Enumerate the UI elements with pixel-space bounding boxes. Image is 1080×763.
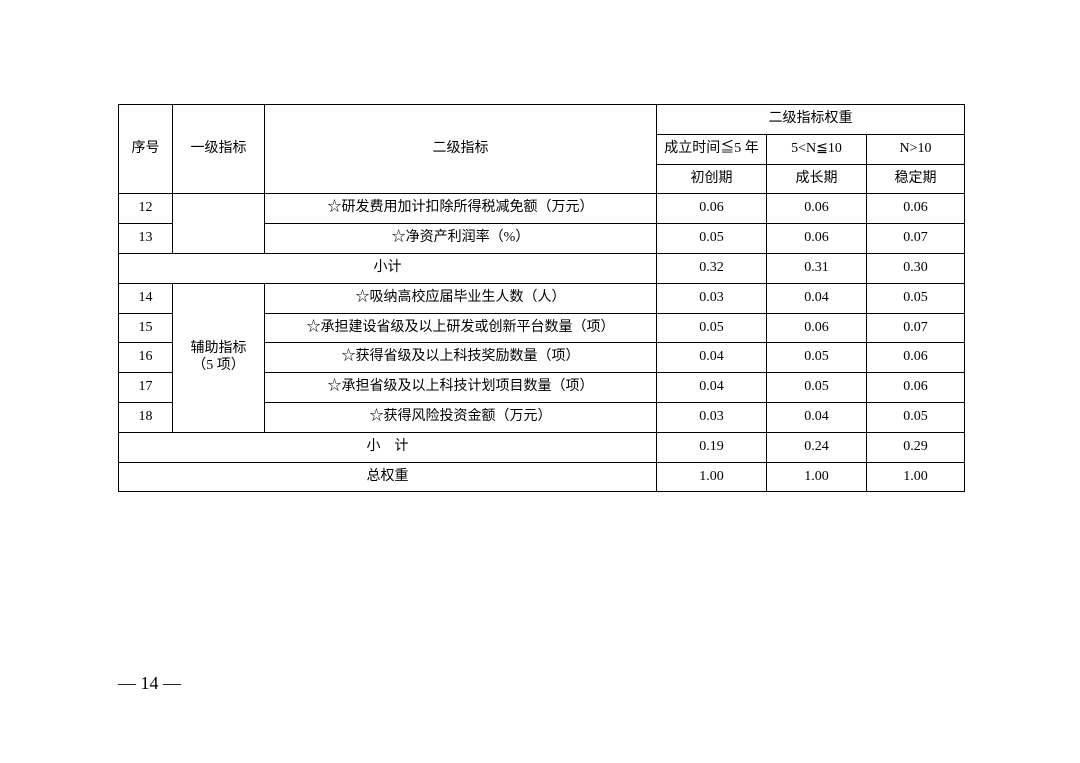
document-page: 序号 一级指标 二级指标 二级指标权重 成立时间≦5 年 5<N≦10 N>10… bbox=[0, 0, 1080, 763]
cell-w3: 0.07 bbox=[867, 313, 965, 343]
cell-seq: 17 bbox=[119, 373, 173, 403]
cell-seq: 18 bbox=[119, 402, 173, 432]
cell-ind: ☆承担建设省级及以上研发或创新平台数量（项） bbox=[265, 313, 657, 343]
cell-w1: 0.03 bbox=[657, 402, 767, 432]
cell-w3: 0.06 bbox=[867, 343, 965, 373]
cell-seq: 15 bbox=[119, 313, 173, 343]
cell-ind: ☆承担省级及以上科技计划项目数量（项） bbox=[265, 373, 657, 403]
total-w1: 1.00 bbox=[657, 462, 767, 492]
table-row: 12 ☆研发费用加计扣除所得税减免额（万元） 0.06 0.06 0.06 bbox=[119, 194, 965, 224]
cell-seq: 16 bbox=[119, 343, 173, 373]
subtotal-a-w1: 0.32 bbox=[657, 253, 767, 283]
cell-ind: ☆净资产利润率（%） bbox=[265, 224, 657, 254]
cat-b-line1: 辅助指标 bbox=[191, 341, 247, 356]
cell-w3: 0.05 bbox=[867, 402, 965, 432]
cell-w1: 0.05 bbox=[657, 224, 767, 254]
header-period2-bot: 成长期 bbox=[767, 164, 867, 194]
cell-cat-empty bbox=[173, 194, 265, 254]
cell-w2: 0.05 bbox=[767, 373, 867, 403]
cell-w2: 0.06 bbox=[767, 224, 867, 254]
subtotal-a-w3: 0.30 bbox=[867, 253, 965, 283]
cell-w3: 0.07 bbox=[867, 224, 965, 254]
cell-seq: 12 bbox=[119, 194, 173, 224]
indicator-weight-table-container: 序号 一级指标 二级指标 二级指标权重 成立时间≦5 年 5<N≦10 N>10… bbox=[118, 104, 964, 492]
table-header-row-1: 序号 一级指标 二级指标 二级指标权重 bbox=[119, 105, 965, 135]
cell-ind: ☆吸纳高校应届毕业生人数（人） bbox=[265, 283, 657, 313]
cell-w1: 0.03 bbox=[657, 283, 767, 313]
header-period3-bot: 稳定期 bbox=[867, 164, 965, 194]
cell-w3: 0.06 bbox=[867, 373, 965, 403]
header-seq: 序号 bbox=[119, 105, 173, 194]
subtotal-a-label: 小计 bbox=[119, 253, 657, 283]
subtotal-a-w2: 0.31 bbox=[767, 253, 867, 283]
cell-w2: 0.06 bbox=[767, 313, 867, 343]
cell-w2: 0.05 bbox=[767, 343, 867, 373]
cell-ind: ☆获得省级及以上科技奖励数量（项） bbox=[265, 343, 657, 373]
cell-w2: 0.06 bbox=[767, 194, 867, 224]
header-period1-top: 成立时间≦5 年 bbox=[657, 134, 767, 164]
cat-b-line2: （5 项） bbox=[192, 358, 245, 373]
cell-w1: 0.05 bbox=[657, 313, 767, 343]
header-cat: 一级指标 bbox=[173, 105, 265, 194]
cell-seq: 13 bbox=[119, 224, 173, 254]
cell-w3: 0.05 bbox=[867, 283, 965, 313]
cell-w2: 0.04 bbox=[767, 283, 867, 313]
cell-w2: 0.04 bbox=[767, 402, 867, 432]
cell-ind: ☆获得风险投资金额（万元） bbox=[265, 402, 657, 432]
subtotal-b-w1: 0.19 bbox=[657, 432, 767, 462]
subtotal-b-w2: 0.24 bbox=[767, 432, 867, 462]
table-row-subtotal: 小计 0.32 0.31 0.30 bbox=[119, 253, 965, 283]
total-label: 总权重 bbox=[119, 462, 657, 492]
cell-seq: 14 bbox=[119, 283, 173, 313]
total-w2: 1.00 bbox=[767, 462, 867, 492]
header-weight-group: 二级指标权重 bbox=[657, 105, 965, 135]
subtotal-b-w3: 0.29 bbox=[867, 432, 965, 462]
header-period2-top: 5<N≦10 bbox=[767, 134, 867, 164]
subtotal-b-label: 小 计 bbox=[119, 432, 657, 462]
page-number: — 14 — bbox=[118, 673, 181, 694]
indicator-weight-table: 序号 一级指标 二级指标 二级指标权重 成立时间≦5 年 5<N≦10 N>10… bbox=[118, 104, 965, 492]
cell-w1: 0.04 bbox=[657, 373, 767, 403]
header-period1-bot: 初创期 bbox=[657, 164, 767, 194]
cell-ind: ☆研发费用加计扣除所得税减免额（万元） bbox=[265, 194, 657, 224]
table-row-subtotal: 小 计 0.19 0.24 0.29 bbox=[119, 432, 965, 462]
header-period3-top: N>10 bbox=[867, 134, 965, 164]
table-row: 14 辅助指标 （5 项） ☆吸纳高校应届毕业生人数（人） 0.03 0.04 … bbox=[119, 283, 965, 313]
cell-w1: 0.04 bbox=[657, 343, 767, 373]
table-row-total: 总权重 1.00 1.00 1.00 bbox=[119, 462, 965, 492]
cell-cat-b: 辅助指标 （5 项） bbox=[173, 283, 265, 432]
header-ind: 二级指标 bbox=[265, 105, 657, 194]
total-w3: 1.00 bbox=[867, 462, 965, 492]
cell-w3: 0.06 bbox=[867, 194, 965, 224]
cell-w1: 0.06 bbox=[657, 194, 767, 224]
